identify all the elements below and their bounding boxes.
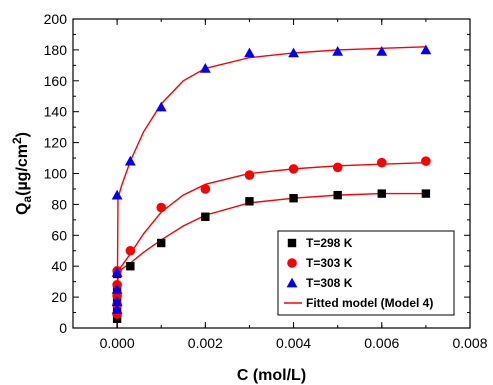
data-point (155, 101, 167, 112)
data-point (420, 44, 432, 55)
x-axis-title: C (mol/L) (237, 367, 306, 384)
y-tick-label: 180 (44, 42, 68, 58)
data-point (245, 197, 254, 206)
data-point (201, 212, 210, 221)
x-tick-label: 0.008 (452, 335, 487, 351)
data-point (421, 189, 431, 198)
legend-label: Fitted model (Model 4) (306, 296, 433, 310)
y-axis-title-q: Q (14, 203, 31, 215)
data-point (111, 283, 123, 294)
y-tick-label: 120 (44, 135, 68, 151)
y-tick-label: 200 (44, 11, 68, 27)
x-tick-label: 0.004 (276, 335, 311, 351)
y-tick-label: 160 (44, 73, 68, 89)
plot-content (111, 44, 432, 329)
data-point (377, 189, 386, 198)
y-axis-title-superscript: 2 (10, 137, 24, 144)
legend: T=298 K T=303 K T=308 K Fitted model (Model… (277, 230, 455, 316)
data-point (244, 47, 255, 58)
data-point (124, 155, 136, 166)
legend-box (277, 230, 455, 316)
data-point (244, 170, 255, 180)
x-tick-label: 0.002 (188, 335, 223, 351)
x-axis: 0.000 0.002 0.004 0.006 0.008 (72, 19, 488, 351)
y-tick-label: 100 (44, 166, 68, 182)
data-point (111, 266, 123, 277)
data-point (157, 238, 166, 248)
y-axis-title-close: ) (14, 132, 31, 137)
y-axis: 0 20 40 60 80 100 120 140 160 180 200 (44, 11, 470, 336)
legend-swatch (287, 258, 297, 268)
y-tick-label: 20 (51, 289, 67, 305)
x-tick-label: 0.000 (100, 335, 135, 351)
legend-swatch (287, 238, 297, 248)
y-tick-label: 40 (51, 258, 67, 274)
y-tick-label: 80 (51, 196, 67, 212)
data-point (111, 304, 123, 314)
data-point (289, 194, 298, 203)
data-point (126, 262, 135, 271)
y-tick-label: 0 (59, 320, 67, 336)
y-tick-label: 60 (51, 227, 67, 243)
data-point (111, 296, 123, 307)
legend-label: T=298 K (306, 236, 353, 250)
y-axis-title-subscript: a (20, 196, 34, 203)
data-point (421, 156, 431, 166)
data-point (200, 184, 211, 194)
data-point (333, 190, 342, 200)
x-tick-label: 0.006 (364, 335, 399, 351)
legend-swatch (286, 277, 298, 288)
data-point (332, 46, 344, 56)
data-point (288, 164, 299, 174)
legend-label: T=303 K (306, 256, 353, 270)
data-point (156, 202, 167, 213)
data-point (376, 46, 388, 56)
y-tick-label: 140 (44, 104, 68, 120)
data-point (332, 162, 343, 173)
legend-label: T=308 K (306, 276, 353, 290)
data-point (288, 47, 299, 58)
data-point (376, 157, 387, 168)
y-axis-title-unit: (µg/cm (14, 144, 31, 196)
y-axis-title: Qa(µg/cm2) (10, 132, 34, 215)
data-point (111, 189, 123, 200)
data-point (199, 63, 211, 73)
data-point (125, 245, 136, 256)
